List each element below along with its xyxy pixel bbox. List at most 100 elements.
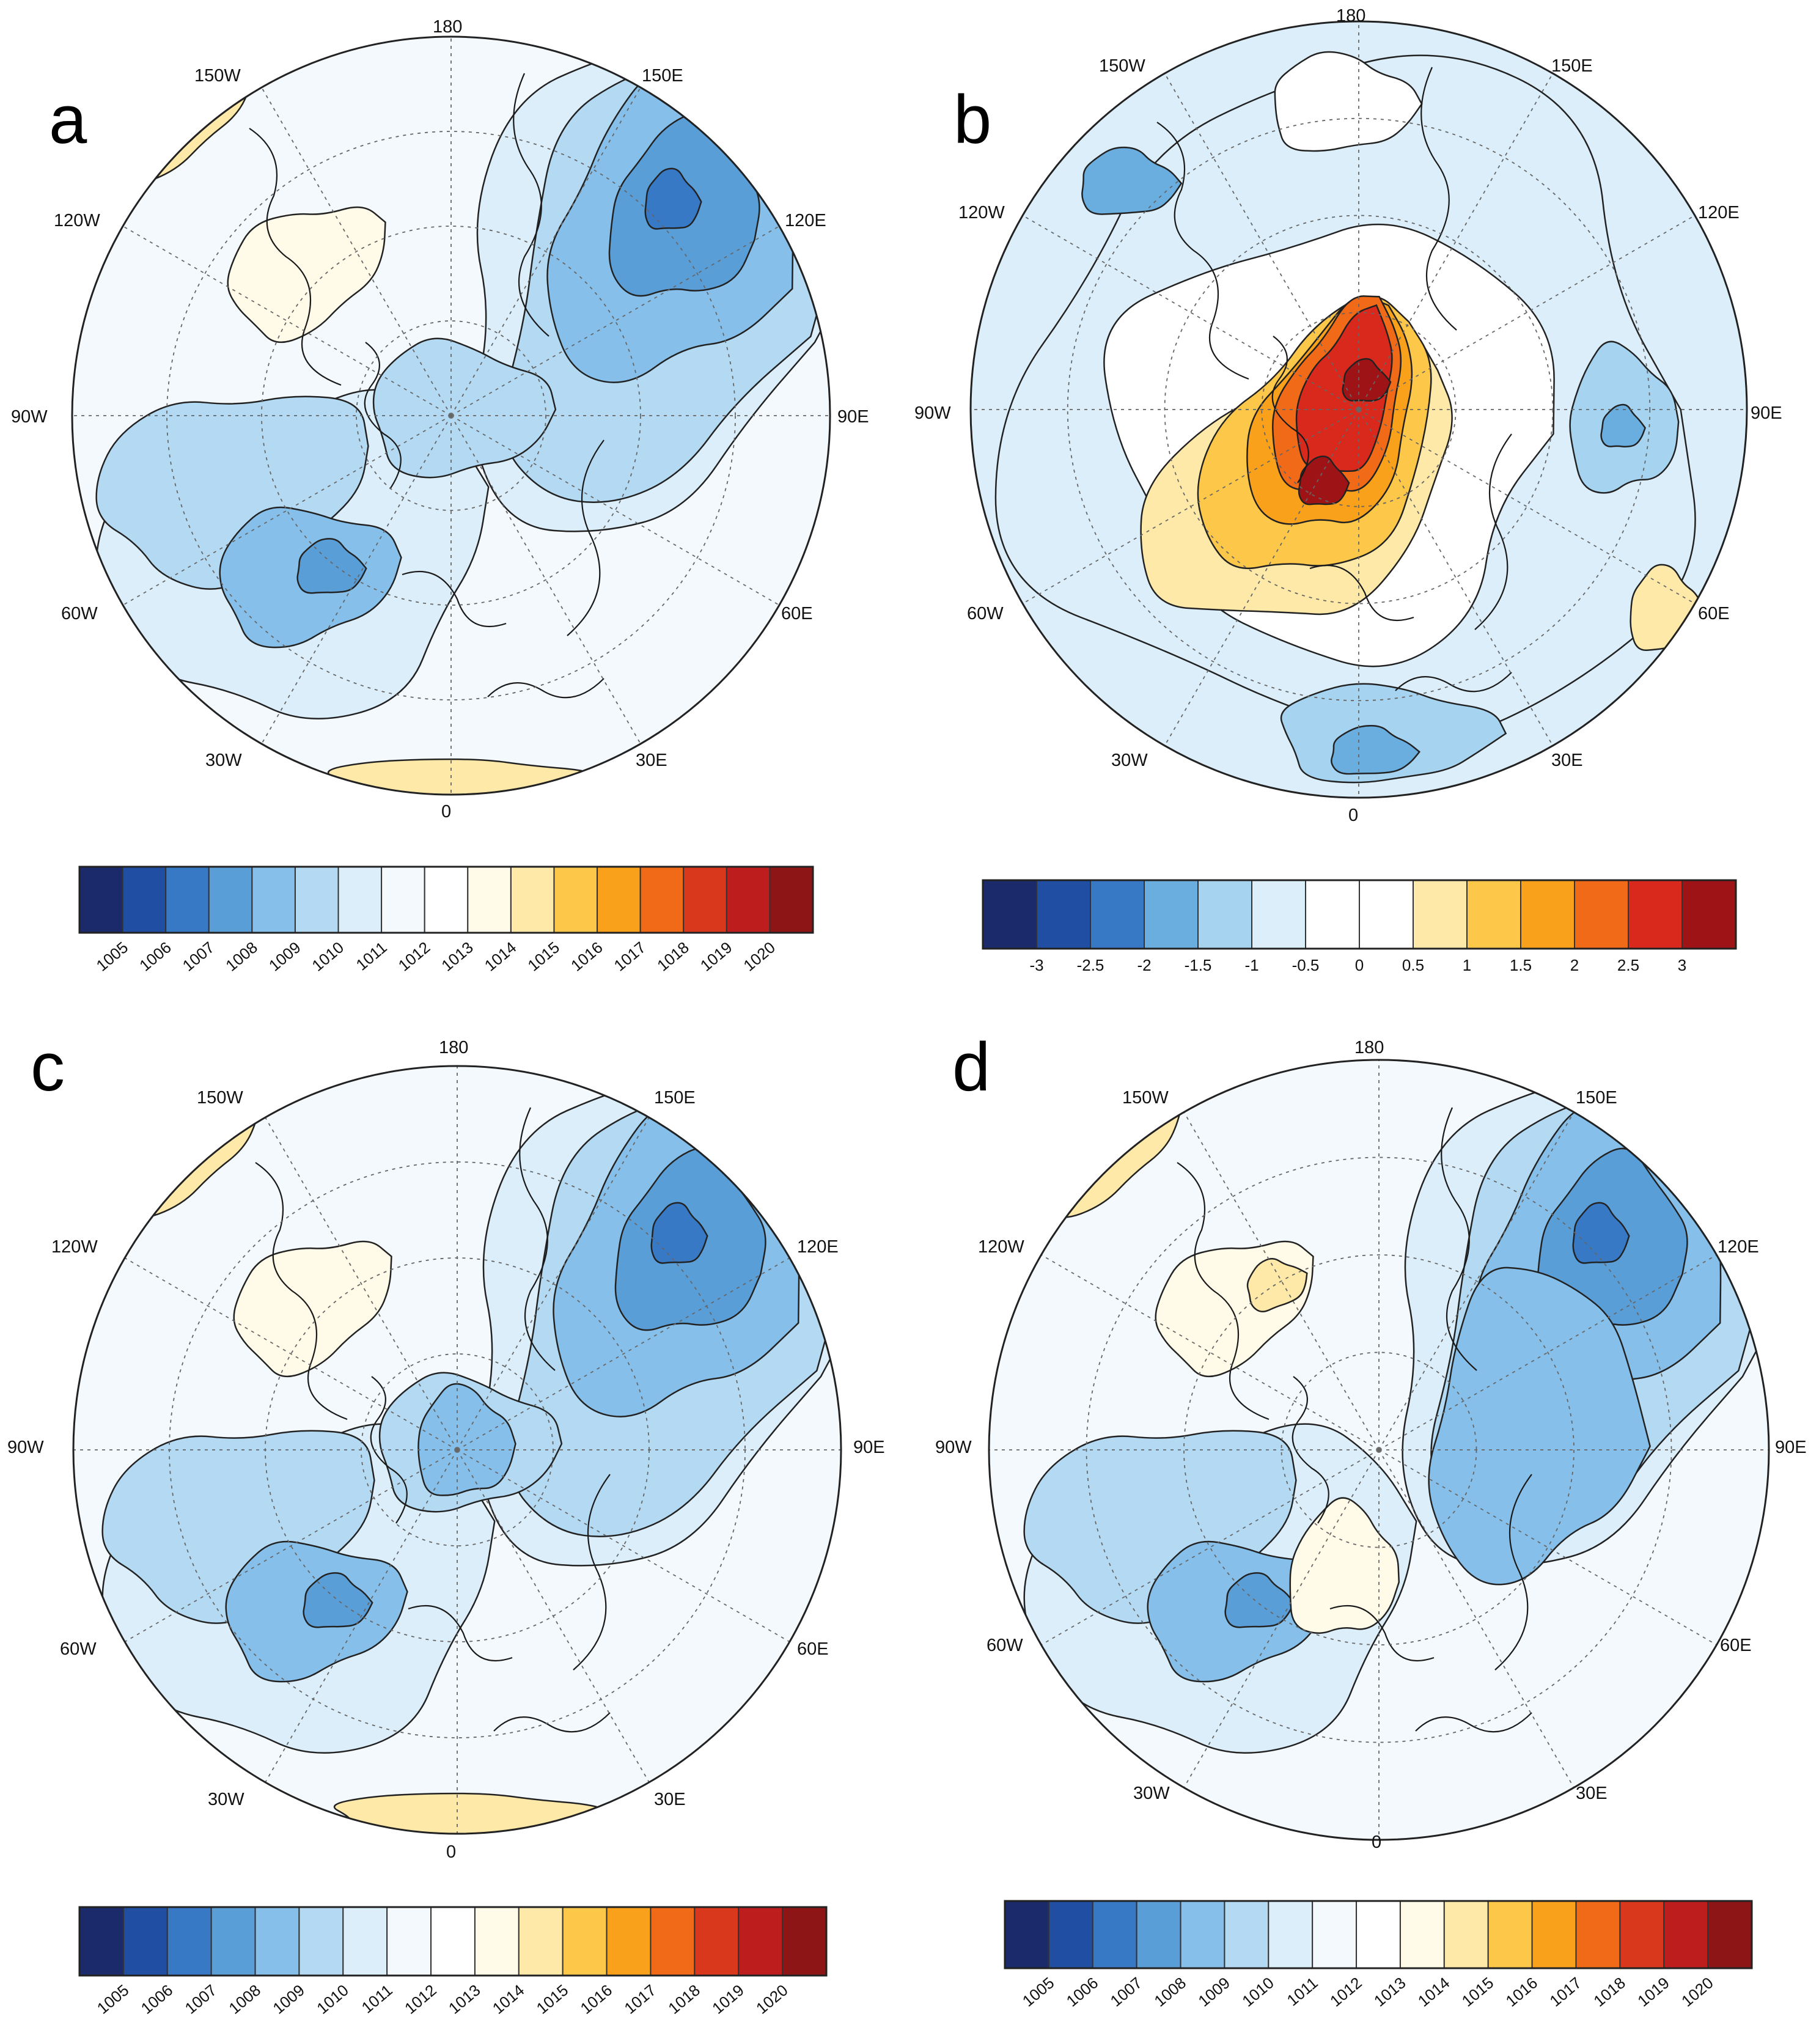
colorbar-tick-label: 0.5: [1402, 956, 1424, 974]
colorbar-tick-label: 2: [1570, 956, 1579, 974]
pressure-contour-region: [1428, 1266, 1651, 1586]
colorbar-swatch: [1619, 1900, 1665, 1969]
lon-label-120w: 120W: [958, 203, 1005, 222]
colorbar-swatch: [294, 866, 339, 933]
colorbar-tick-label: 1011: [358, 1981, 396, 2017]
lon-label-0: 0: [1372, 1833, 1382, 1852]
lon-label-30w: 30W: [208, 1790, 244, 1809]
colorbar-tick-label: -1.5: [1185, 956, 1212, 974]
graticule: [72, 37, 830, 795]
colorbar-tick-label: 1018: [664, 1981, 704, 2018]
meridian-line: [1358, 409, 1696, 605]
colorbar-swatch: [337, 866, 383, 933]
map-border: [988, 1059, 1770, 1841]
coastline: [255, 1162, 348, 1421]
lon-label-0: 0: [1348, 806, 1359, 825]
lon-label-120w: 120W: [54, 211, 100, 230]
pressure-maximum: [1246, 1258, 1308, 1312]
pressure-contour-region: [1274, 51, 1423, 152]
meridian-line: [1378, 1449, 1717, 1645]
coastline: [364, 342, 402, 490]
lon-label-150e: 150E: [654, 1088, 696, 1108]
meridian-line: [261, 415, 452, 744]
colorbar-swatch: [1531, 1900, 1577, 1969]
colorbar-tick-label: 1010: [313, 1981, 352, 2018]
lon-label-60w: 60W: [60, 1639, 97, 1659]
colorbar-swatch: [982, 880, 1037, 949]
latitude-circle: [1067, 117, 1651, 702]
meridian-line: [1358, 73, 1554, 410]
latitude-circle: [1086, 1156, 1672, 1743]
pressure-contour-region: [417, 1383, 516, 1496]
pressure-minimum: [644, 167, 702, 230]
colorbar-tick-label: 1017: [620, 1981, 660, 2018]
colorbar-swatch: [769, 866, 814, 933]
colorbar-swatch: [510, 866, 555, 933]
colorbar-swatch: [650, 1906, 696, 1976]
coastline: [249, 128, 342, 386]
colorbar-swatch: [165, 866, 210, 933]
lon-label-90e: 90E: [853, 1438, 885, 1457]
colorbar-swatch: [1305, 880, 1360, 949]
colorbar-tick-label: -2.5: [1077, 956, 1104, 974]
colorbar-swatch: [1520, 880, 1575, 949]
colorbar-swatch: [1628, 880, 1683, 949]
meridian-line: [265, 1117, 458, 1450]
colorbar-tick-label: -2: [1137, 956, 1151, 974]
meridian-line: [1358, 215, 1696, 410]
colorbar-tick-label: 1019: [708, 1981, 748, 2018]
graticule: [989, 1060, 1769, 1840]
panel-letter: d: [952, 1029, 991, 1105]
colorbar-swatch: [562, 1906, 608, 1976]
panel-letter: c: [31, 1029, 65, 1105]
lon-label-60e: 60E: [781, 604, 813, 623]
colorbar-tick-label: 1011: [1284, 1974, 1321, 2010]
colorbar-tick-label: 1009: [269, 1981, 308, 2018]
graticule: [73, 1066, 841, 1834]
pressure-minimum: [1224, 1572, 1295, 1628]
colorbar-swatch: [683, 866, 727, 933]
colorbar-tick-label: 1016: [577, 1981, 616, 2018]
colorbar-swatch: [386, 1906, 432, 1976]
colorbar-swatch: [518, 1906, 564, 1976]
colorbar-a: 1005 1006 1007 1008 1009 1010 1011 1012 1013 1014…: [78, 866, 814, 975]
colorbar-swatch: [597, 866, 641, 933]
lon-label-150e: 150E: [1551, 56, 1593, 76]
colorbar-tick-label: 1019: [1634, 1974, 1673, 2010]
pressure-maximum: [227, 206, 386, 344]
colorbar-swatch: [79, 1906, 124, 1976]
colorbar-swatch: [553, 866, 598, 933]
colorbar-frame: [982, 879, 1737, 950]
colorbar-tick-label: 1007: [182, 1981, 221, 2018]
colorbar-swatch: [79, 866, 123, 933]
latitude-circle: [1164, 215, 1554, 605]
meridian-line: [450, 87, 641, 416]
anomaly-minimum: [1081, 146, 1183, 215]
coastline: [1474, 433, 1512, 630]
colorbar-swatch: [782, 1906, 828, 1976]
graticule: [971, 21, 1747, 798]
colorbar-swatch: [208, 866, 253, 933]
colorbar-tick-label: 1007: [1107, 1974, 1146, 2010]
polar-map-b: [969, 20, 1748, 799]
anomaly-minimum: [1600, 403, 1646, 448]
colorbar-tick-label: 1013: [1370, 1974, 1409, 2010]
meridian-line: [457, 1449, 790, 1642]
colorbar-tick-label: -1: [1244, 956, 1259, 974]
lon-label-120e: 120E: [785, 211, 826, 230]
latitude-circle: [166, 131, 736, 700]
colorbar-swatch: [1090, 880, 1145, 949]
meridian-line: [1041, 1449, 1380, 1645]
colorbar-swatch: [1681, 880, 1736, 949]
colorbar-tick-label: 1: [1463, 956, 1471, 974]
lon-label-180: 180: [1336, 6, 1366, 26]
colorbar-swatch: [1707, 1900, 1753, 1969]
lon-label-60w: 60W: [61, 604, 98, 623]
lon-label-30w: 30W: [205, 751, 242, 770]
lon-label-90w: 90W: [11, 407, 48, 427]
meridian-line: [122, 226, 452, 416]
meridian-line: [457, 1257, 790, 1450]
meridian-line: [1183, 1449, 1380, 1788]
colorbar-swatch: [342, 1906, 388, 1976]
coastline: [1177, 1162, 1270, 1421]
